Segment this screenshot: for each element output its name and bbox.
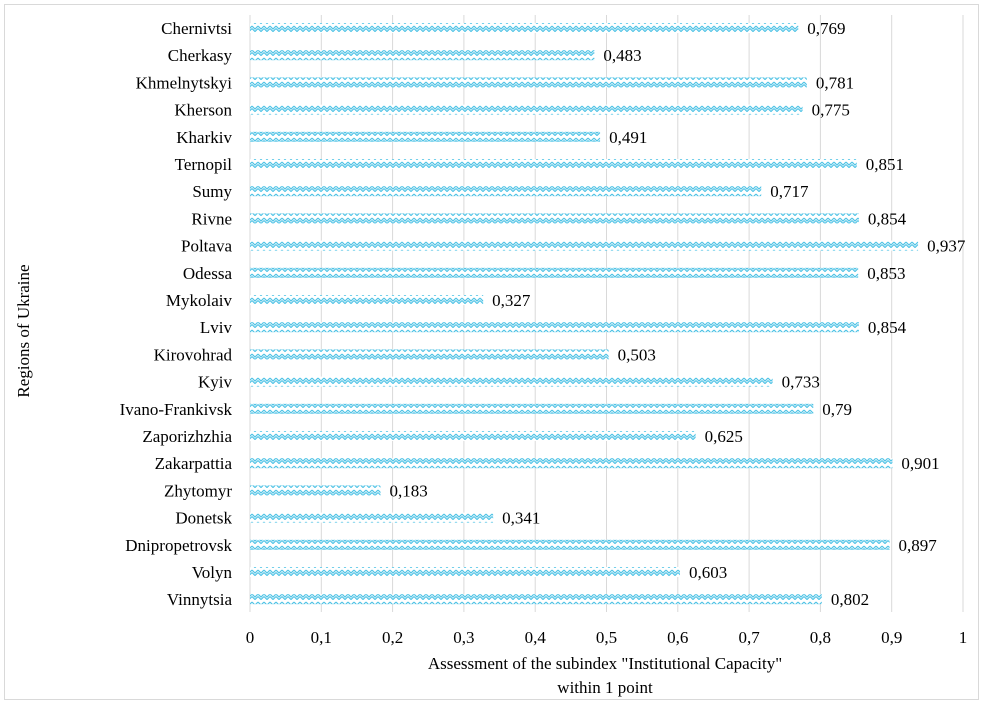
bar bbox=[250, 240, 919, 251]
category-label: Poltava bbox=[181, 237, 232, 256]
bar bbox=[250, 50, 595, 61]
value-label: 0,937 bbox=[927, 237, 966, 256]
value-label: 0,851 bbox=[866, 155, 904, 174]
value-label: 0,183 bbox=[389, 481, 427, 500]
chart-frame bbox=[4, 4, 979, 700]
value-label: 0,625 bbox=[705, 427, 743, 446]
category-label: Ivano-Frankivsk bbox=[120, 400, 233, 419]
x-tick-label: 0,4 bbox=[525, 628, 547, 647]
bar bbox=[250, 594, 822, 605]
bar bbox=[250, 186, 762, 197]
bar bbox=[250, 213, 859, 224]
category-label: Vinnytsia bbox=[167, 590, 233, 609]
bar bbox=[250, 295, 484, 305]
value-label: 0,483 bbox=[603, 46, 641, 65]
value-label: 0,79 bbox=[822, 400, 852, 419]
value-label: 0,717 bbox=[770, 182, 809, 201]
category-label: Mykolaiv bbox=[166, 291, 233, 310]
bar bbox=[250, 512, 494, 523]
value-label: 0,854 bbox=[868, 209, 907, 228]
bar bbox=[250, 539, 890, 550]
x-tick-label: 0,3 bbox=[453, 628, 474, 647]
value-label: 0,733 bbox=[782, 373, 820, 392]
bars bbox=[250, 23, 919, 605]
value-label: 0,802 bbox=[831, 590, 869, 609]
category-label: Khmelnytskyi bbox=[136, 73, 233, 92]
category-label: Ternopil bbox=[175, 155, 233, 174]
category-label: Cherkasy bbox=[168, 46, 233, 65]
bar bbox=[250, 267, 859, 278]
x-tick-label: 0,2 bbox=[382, 628, 403, 647]
value-label: 0,897 bbox=[899, 536, 938, 555]
bar bbox=[250, 23, 799, 33]
bar bbox=[250, 431, 696, 441]
bar bbox=[250, 376, 773, 387]
x-axis-title-line-2: within 1 point bbox=[557, 678, 653, 697]
x-tick-label: 0,1 bbox=[311, 628, 332, 647]
category-label: Dnipropetrovsk bbox=[125, 536, 232, 555]
bar bbox=[250, 104, 803, 115]
bar bbox=[250, 159, 857, 169]
x-tick-label: 0,9 bbox=[881, 628, 902, 647]
category-label: Kirovohrad bbox=[154, 345, 233, 364]
category-label: Lviv bbox=[200, 318, 233, 337]
value-label: 0,491 bbox=[609, 128, 647, 147]
value-label: 0,503 bbox=[618, 345, 656, 364]
category-label: Kyiv bbox=[198, 373, 233, 392]
bar bbox=[250, 403, 814, 414]
bar bbox=[250, 349, 609, 360]
value-label: 0,769 bbox=[807, 19, 845, 38]
value-label: 0,854 bbox=[868, 318, 907, 337]
x-tick-label: 0,6 bbox=[667, 628, 688, 647]
category-label: Sumy bbox=[192, 182, 232, 201]
x-axis-title-line-1: Assessment of the subindex "Institutiona… bbox=[428, 654, 782, 673]
category-label: Rivne bbox=[191, 209, 232, 228]
value-label: 0,327 bbox=[492, 291, 531, 310]
value-label: 0,775 bbox=[812, 101, 850, 120]
labels: 0 0,1 0,2 0,3 0,4 0,5 0,6 0,7 0,8 0,9 1 Chernivtsi 0… bbox=[120, 19, 968, 647]
category-label: Chernivtsi bbox=[161, 19, 232, 38]
category-label: Zhytomyr bbox=[164, 481, 232, 500]
category-label: Zaporizhzhia bbox=[142, 427, 232, 446]
x-tick-label: 0,7 bbox=[738, 628, 760, 647]
bar bbox=[250, 458, 893, 469]
category-label: Zakarpattia bbox=[155, 454, 233, 473]
value-label: 0,781 bbox=[816, 73, 854, 92]
bar bbox=[250, 322, 859, 333]
category-label: Volyn bbox=[192, 563, 233, 582]
category-label: Kherson bbox=[174, 101, 232, 120]
x-tick-label: 0 bbox=[246, 628, 255, 647]
y-axis-title: Regions of Ukraine bbox=[14, 264, 33, 397]
bar bbox=[250, 131, 601, 142]
x-tick-label: 1 bbox=[959, 628, 968, 647]
x-tick-label: 0,8 bbox=[810, 628, 831, 647]
category-label: Donetsk bbox=[175, 509, 232, 528]
category-label: Kharkiv bbox=[176, 128, 232, 147]
value-label: 0,901 bbox=[901, 454, 939, 473]
bar bbox=[250, 77, 807, 88]
value-label: 0,603 bbox=[689, 563, 727, 582]
bar bbox=[250, 485, 381, 496]
bar bbox=[250, 567, 680, 577]
x-tick-label: 0,5 bbox=[596, 628, 617, 647]
value-label: 0,853 bbox=[867, 264, 905, 283]
value-label: 0,341 bbox=[502, 509, 540, 528]
category-label: Odessa bbox=[183, 264, 233, 283]
